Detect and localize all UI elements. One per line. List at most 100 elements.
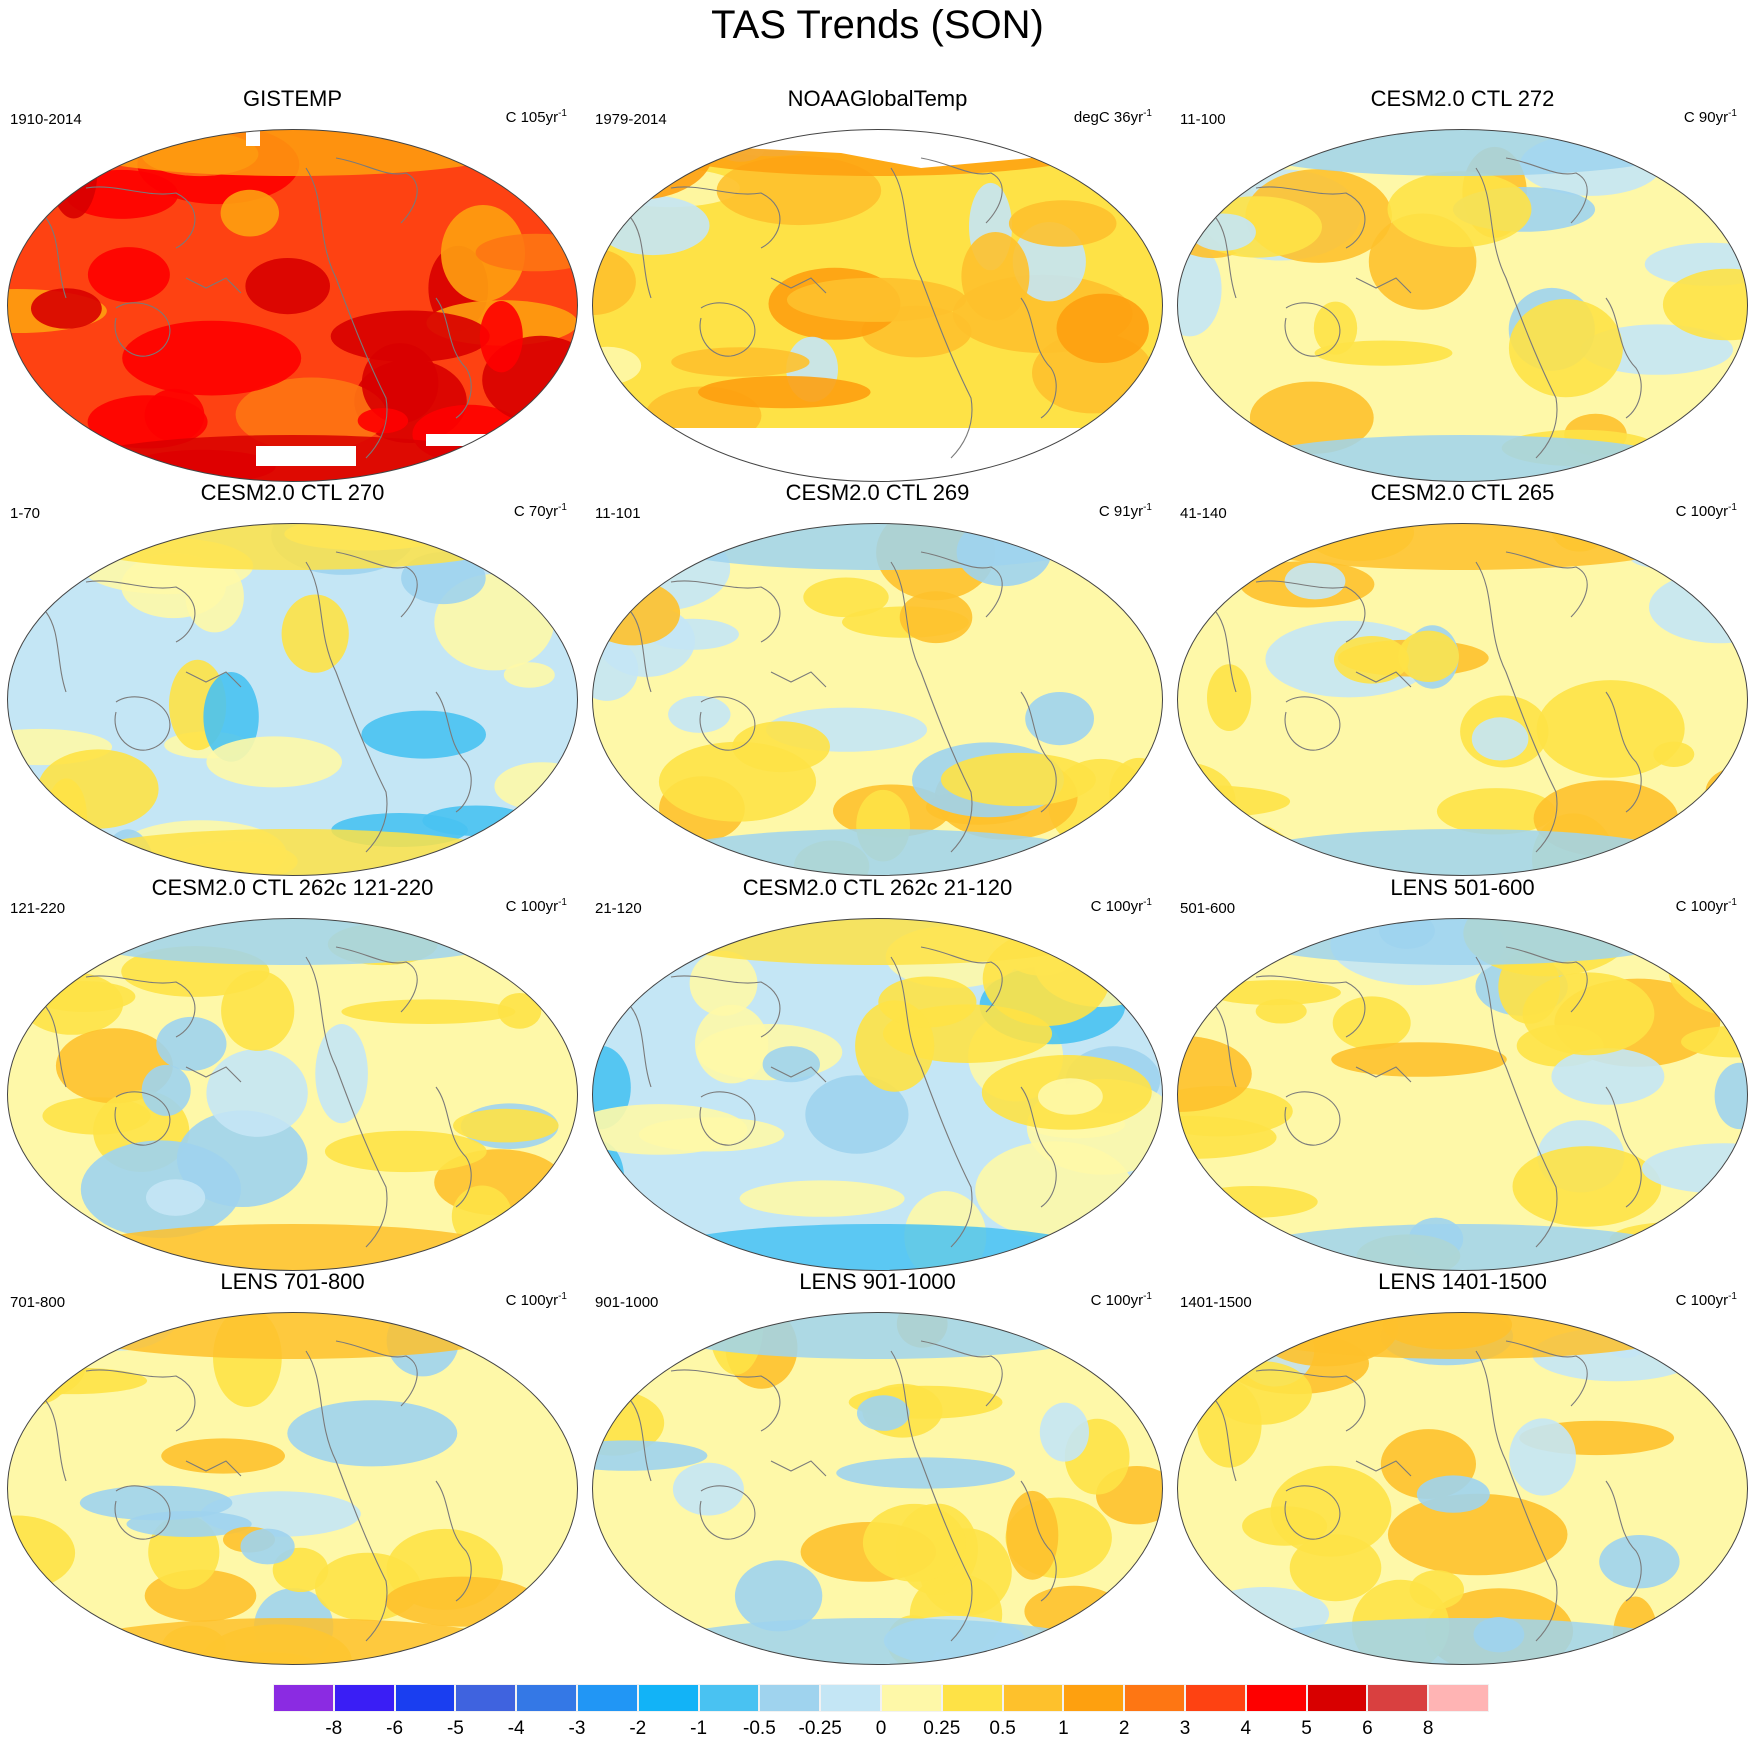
units-exponent: -1 — [1143, 502, 1152, 513]
colorbar-swatch — [759, 1684, 821, 1712]
colorbar-swatch — [820, 1684, 881, 1712]
panel-title: CESM2.0 CTL 265 — [1370, 480, 1555, 505]
colorbar-swatch — [637, 1684, 699, 1712]
panel-period: 701-800 — [10, 1294, 66, 1311]
panel-title: CESM2.0 CTL 262c 21-120 — [742, 875, 1013, 900]
map-panel: LENS 1401-1500 1401-1500 C 100yr-1 — [1170, 1241, 1755, 1665]
map-panel: NOAAGlobalTemp 1979-2014 degC 36yr-1 — [585, 58, 1170, 482]
colorbar-swatch — [1002, 1684, 1064, 1712]
panel-period: 501-600 — [1180, 900, 1236, 917]
panel-units: C 105yr-1 — [506, 108, 567, 126]
map-panel: LENS 501-600 501-600 C 100yr-1 — [1170, 847, 1755, 1271]
map-panel: CESM2.0 CTL 269 11-101 C 91yr-1 — [585, 452, 1170, 876]
colorbar-swatch — [1367, 1684, 1429, 1712]
colorbar-tick-label: -0.25 — [798, 1718, 842, 1739]
colorbar-swatch — [1306, 1684, 1368, 1712]
panel-units: degC 36yr-1 — [1074, 108, 1152, 126]
panel-period: 21-120 — [595, 900, 642, 917]
panel-units: C 70yr-1 — [514, 502, 567, 520]
units-text: C 100yr — [505, 898, 559, 915]
panel-units: C 100yr-1 — [506, 1291, 567, 1309]
colorbar-tick-label: 8 — [1422, 1718, 1434, 1739]
colorbar-tick-label: 4 — [1240, 1718, 1252, 1739]
units-exponent: -1 — [558, 502, 567, 513]
panel-title: NOAAGlobalTemp — [787, 86, 968, 111]
panel-period: 901-1000 — [595, 1294, 659, 1311]
units-exponent: -1 — [1728, 108, 1737, 119]
trend-map — [592, 523, 1163, 876]
panel-title: CESM2.0 CTL 270 — [200, 480, 385, 505]
colorbar-swatch — [273, 1684, 334, 1712]
trend-map — [1177, 129, 1748, 482]
panel-units: C 100yr-1 — [1676, 897, 1737, 915]
map-panel: LENS 901-1000 901-1000 C 100yr-1 — [585, 1241, 1170, 1665]
colorbar-swatch — [577, 1684, 638, 1712]
colorbar-tick-label: 1 — [1058, 1718, 1069, 1739]
panel-units: C 90yr-1 — [1684, 108, 1737, 126]
map-panel: CESM2.0 CTL 270 1-70 C 70yr-1 — [0, 452, 585, 876]
colorbar-boxes — [273, 1684, 1489, 1712]
colorbar-swatch — [394, 1684, 456, 1712]
colorbar: -8 -6 -5 -4 -3 -2 -1 -0.5 -0.25 0 0.25 0.5 1 2 3 4 5 6 8 — [273, 1684, 1489, 1740]
panel-title: CESM2.0 CTL 262c 121-220 — [151, 875, 434, 900]
map-panel: CESM2.0 CTL 265 41-140 C 100yr-1 — [1170, 452, 1755, 876]
units-exponent: -1 — [1143, 897, 1152, 908]
units-text: C 100yr — [1675, 503, 1729, 520]
colorbar-tick-label: -4 — [507, 1718, 525, 1739]
panel-period: 1-70 — [10, 505, 41, 522]
panel-units: C 100yr-1 — [1676, 1291, 1737, 1309]
units-exponent: -1 — [1143, 1291, 1152, 1302]
map-panel: CESM2.0 CTL 262c 21-120 21-120 C 100yr-1 — [585, 847, 1170, 1271]
colorbar-swatch — [698, 1684, 760, 1712]
colorbar-swatch — [1124, 1684, 1185, 1712]
panel-period: 11-100 — [1180, 111, 1226, 128]
colorbar-swatch — [455, 1684, 517, 1712]
colorbar-tick-label: -0.5 — [743, 1718, 776, 1739]
units-text: C 90yr — [1683, 109, 1729, 126]
colorbar-tick-label: 0.5 — [989, 1718, 1016, 1739]
panel-title: LENS 701-800 — [220, 1269, 365, 1294]
units-text: C 100yr — [1675, 1292, 1729, 1309]
units-text: C 100yr — [1675, 898, 1729, 915]
panel-period: 1979-2014 — [595, 111, 667, 128]
trend-map — [592, 129, 1163, 482]
panel-title: LENS 901-1000 — [799, 1269, 956, 1294]
panel-units: C 100yr-1 — [506, 897, 567, 915]
trend-map — [1177, 918, 1748, 1271]
figure-title: TAS Trends (SON) — [711, 3, 1044, 47]
colorbar-tick-label: -6 — [386, 1718, 404, 1739]
trend-map — [1177, 1312, 1748, 1665]
colorbar-swatch — [1245, 1684, 1307, 1712]
units-text: C 100yr — [1090, 898, 1144, 915]
colorbar-swatch — [1063, 1684, 1125, 1712]
panel-title: LENS 1401-1500 — [1378, 1269, 1547, 1294]
colorbar-tick-label: -3 — [568, 1718, 586, 1739]
colorbar-swatch — [1185, 1684, 1246, 1712]
units-text: C 100yr — [1090, 1292, 1144, 1309]
panel-period: 1910-2014 — [10, 111, 82, 128]
colorbar-tick-label: -5 — [446, 1718, 464, 1739]
trend-map — [7, 523, 578, 876]
colorbar-swatch — [881, 1684, 942, 1712]
map-panel: GISTEMP 1910-2014 C 105yr-1 — [0, 58, 585, 482]
colorbar-swatch — [941, 1684, 1003, 1712]
panel-title: CESM2.0 CTL 269 — [785, 480, 970, 505]
colorbar-tick-label: 2 — [1118, 1718, 1130, 1739]
colorbar-tick-label: -8 — [325, 1718, 343, 1739]
units-exponent: -1 — [1728, 1291, 1737, 1302]
panel-units: C 100yr-1 — [1676, 502, 1737, 520]
map-panel: CESM2.0 CTL 272 11-100 C 90yr-1 — [1170, 58, 1755, 482]
trend-map — [7, 918, 578, 1271]
panel-period: 11-101 — [595, 505, 641, 522]
colorbar-tick-label: -1 — [690, 1718, 708, 1739]
panel-period: 41-140 — [1180, 505, 1227, 522]
colorbar-tick-label: 0 — [875, 1718, 887, 1739]
colorbar-swatch — [1428, 1684, 1489, 1712]
units-text: C 100yr — [505, 1292, 559, 1309]
panel-title: CESM2.0 CTL 272 — [1370, 86, 1555, 111]
units-exponent: -1 — [1143, 108, 1152, 119]
panel-units: C 91yr-1 — [1099, 502, 1152, 520]
trend-map — [7, 1312, 578, 1665]
units-text: C 91yr — [1098, 503, 1144, 520]
units-exponent: -1 — [1728, 502, 1737, 513]
